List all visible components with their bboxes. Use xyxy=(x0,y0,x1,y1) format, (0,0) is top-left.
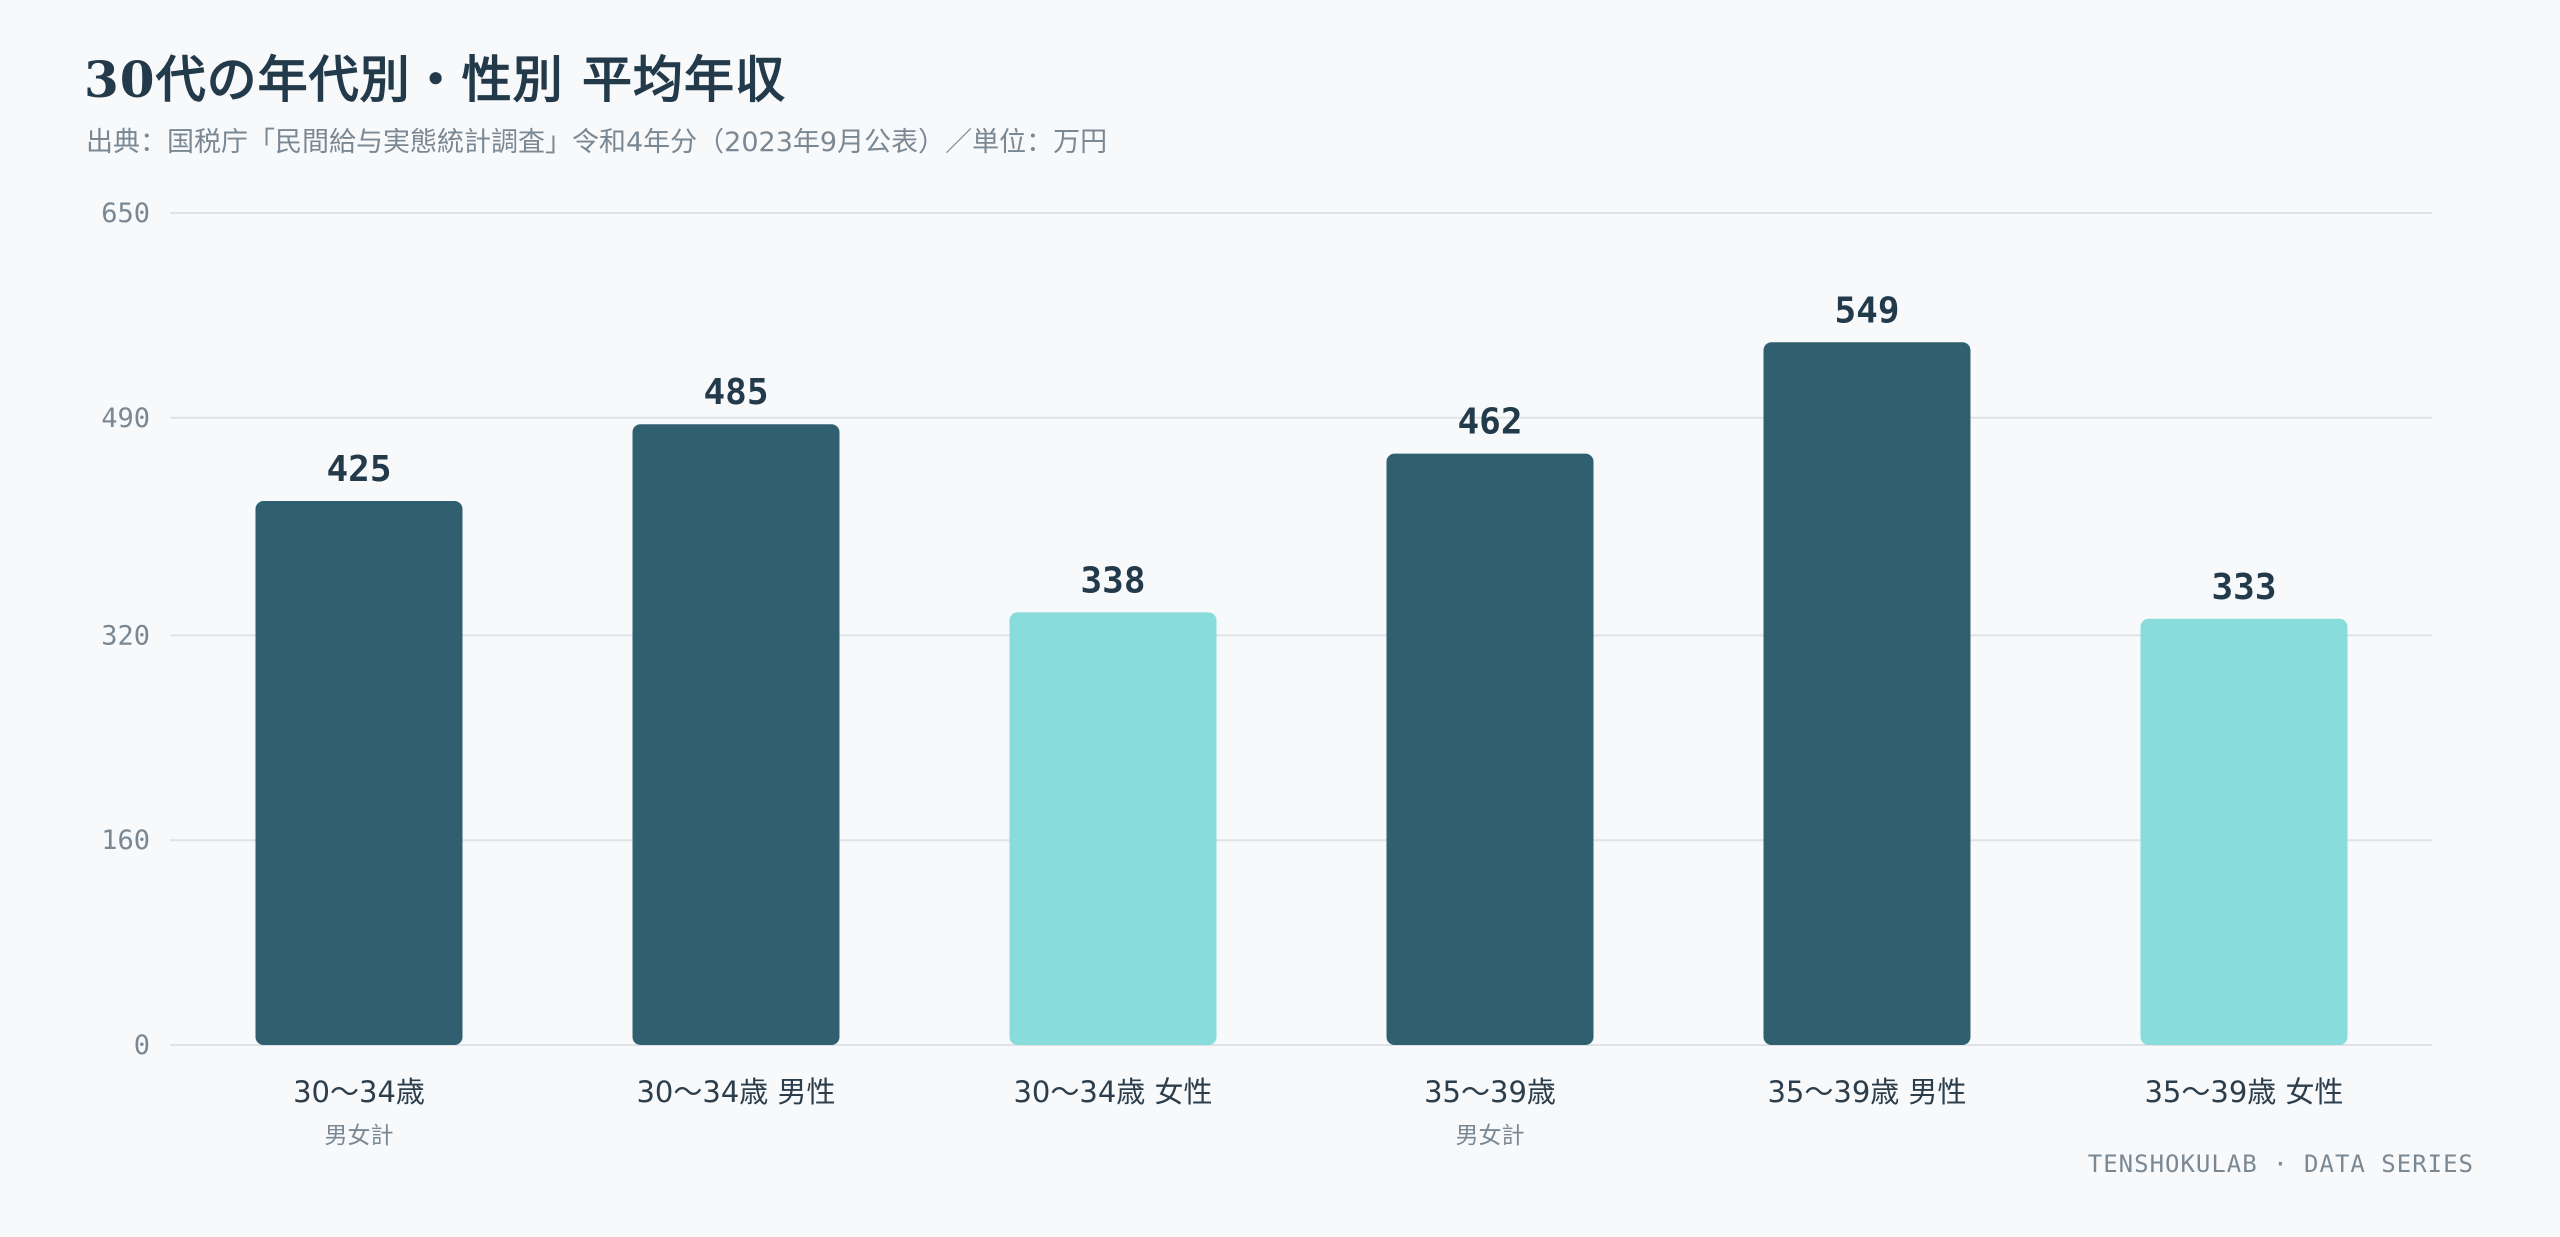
bar xyxy=(1763,342,1971,1045)
y-tick-label: 490 xyxy=(101,403,150,434)
x-tick-label: 30〜34歳 xyxy=(293,1075,425,1109)
bar xyxy=(255,501,463,1045)
bar-value-label: 462 xyxy=(1457,402,1522,443)
x-tick-label: 30〜34歳 女性 xyxy=(1013,1075,1212,1109)
y-tick-label: 320 xyxy=(101,620,150,651)
bar-value-label: 485 xyxy=(703,372,768,413)
x-tick-sublabel: 男女計 xyxy=(325,1123,394,1149)
bar xyxy=(1009,612,1217,1045)
bars xyxy=(255,342,2348,1045)
x-tick-label: 35〜39歳 女性 xyxy=(2144,1075,2343,1109)
y-axis-ticks: 0 160 320 490 650 xyxy=(101,198,150,1061)
bar-value-label: 338 xyxy=(1080,560,1145,601)
bar-value-label: 425 xyxy=(326,449,391,490)
bar xyxy=(632,424,840,1045)
x-tick-label: 30〜34歳 男性 xyxy=(636,1075,835,1109)
x-tick-label: 35〜39歳 男性 xyxy=(1767,1075,1966,1109)
chart-title: 30代の年代別・性別 平均年収 xyxy=(84,50,786,109)
bar-value-label: 549 xyxy=(1834,290,1899,331)
y-tick-label: 160 xyxy=(101,825,150,856)
bar xyxy=(2140,618,2348,1045)
x-tick-label: 35〜39歳 xyxy=(1424,1075,1556,1109)
data-labels: 425 485 338 462 549 333 xyxy=(326,290,2276,607)
grid-lines xyxy=(170,212,2432,1046)
y-tick-label: 650 xyxy=(101,198,150,229)
brand-footer: TENSHOKULAB · DATA SERIES xyxy=(2087,1150,2474,1178)
x-tick-sublabel: 男女計 xyxy=(1456,1123,1525,1149)
bar xyxy=(1386,453,1594,1045)
chart-subtitle: 出典：国税庁「民間給与実態統計調査」令和4年分（2023年9月公表）／単位：万円 xyxy=(86,127,1108,158)
y-tick-label: 0 xyxy=(134,1030,150,1061)
bar-value-label: 333 xyxy=(2211,567,2276,608)
